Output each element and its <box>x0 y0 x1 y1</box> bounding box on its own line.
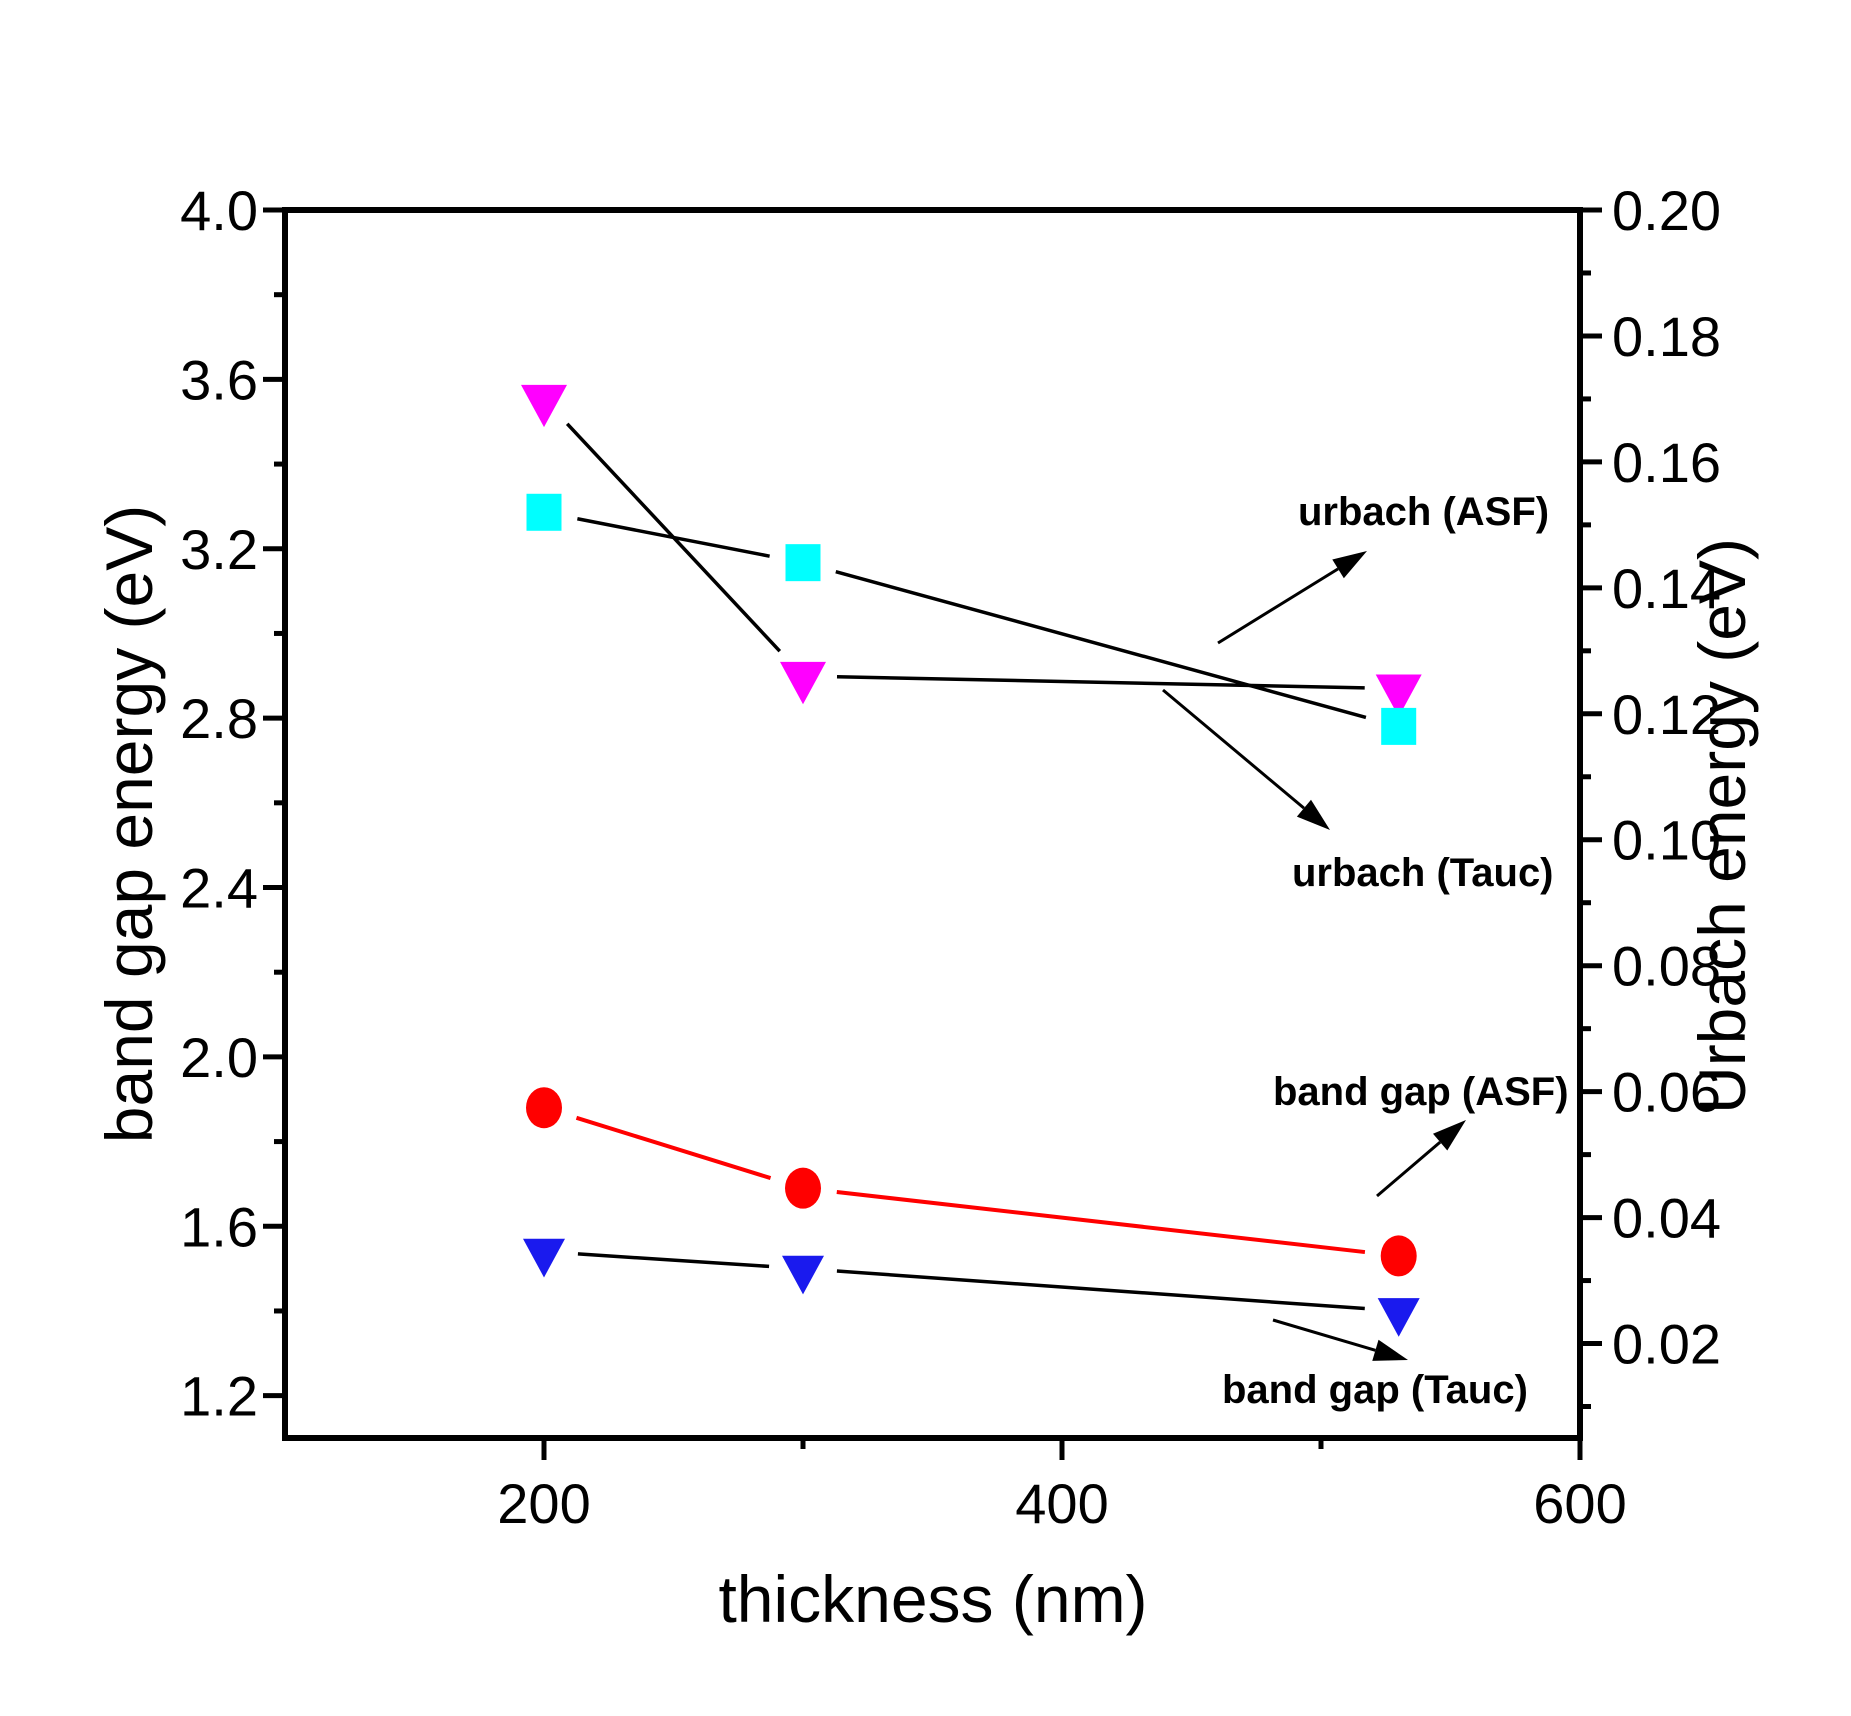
y-left-axis-title: band gap energy (eV) <box>92 505 166 1143</box>
y-left-tick-label: 2.8 <box>180 687 258 750</box>
data-point-urbach-asf <box>1381 707 1417 745</box>
x-tick-label: 400 <box>1015 1472 1108 1535</box>
series-line-urbach-tauc <box>836 674 1365 690</box>
y-left-tick-label: 3.2 <box>180 518 258 581</box>
data-point-band-gap-asf <box>1380 1235 1417 1277</box>
y-right-tick-label: 0.20 <box>1612 179 1721 242</box>
y-right-tick-label: 0.08 <box>1612 935 1721 998</box>
y-left-tick-label: 1.2 <box>180 1365 258 1428</box>
data-point-band-gap-tauc <box>1377 1298 1420 1337</box>
annotation-arrow-head-band-gap-tauc <box>1372 1339 1408 1361</box>
annotation-arrow-line-band-gap-asf <box>1376 1140 1442 1198</box>
y-left-tick-label: 3.6 <box>180 348 258 411</box>
y-right-tick-label: 0.16 <box>1612 431 1721 494</box>
data-point-urbach-tauc <box>780 661 826 705</box>
y-right-tick-label: 0.18 <box>1612 305 1721 368</box>
y-left-tick-label: 2.4 <box>180 857 258 920</box>
annotation-label-band-gap-asf: band gap (ASF) <box>1273 1070 1569 1114</box>
y-right-tick-label: 0.10 <box>1612 809 1721 872</box>
annotation-label-urbach-tauc: urbach (Tauc) <box>1292 851 1554 895</box>
y-right-tick-label: 0.04 <box>1612 1187 1721 1250</box>
series-line-band-gap-tauc <box>836 1269 1365 1311</box>
annotation-arrow-head-urbach-tauc <box>1296 799 1330 830</box>
annotation-label-urbach-asf: urbach (ASF) <box>1298 490 1549 534</box>
y-right-tick-label: 0.14 <box>1612 557 1721 620</box>
annotation-label-band-gap-tauc: band gap (Tauc) <box>1222 1368 1528 1412</box>
data-point-band-gap-asf <box>785 1167 821 1209</box>
y-right-tick-label: 0.02 <box>1612 1313 1721 1376</box>
data-point-urbach-asf <box>785 544 821 582</box>
annotation-arrow-line-urbach-tauc <box>1162 688 1305 810</box>
series-line-band-gap-asf <box>836 1190 1366 1255</box>
series-line-urbach-asf <box>835 569 1367 720</box>
x-tick-label: 200 <box>497 1472 590 1535</box>
annotation-arrow-head-urbach-asf <box>1332 551 1367 579</box>
data-point-band-gap-tauc <box>523 1238 565 1278</box>
data-point-urbach-asf <box>526 493 562 531</box>
y-left-tick-label: 1.6 <box>180 1195 258 1258</box>
y-left-tick-label: 4.0 <box>180 179 258 242</box>
annotation-arrow-line-band-gap-tauc <box>1272 1318 1376 1352</box>
annotation-arrow-head-band-gap-asf <box>1433 1120 1466 1151</box>
x-tick-label: 600 <box>1533 1472 1626 1535</box>
y-right-tick-label: 0.12 <box>1612 683 1721 746</box>
data-point-urbach-tauc <box>1375 674 1422 717</box>
annotation-arrow-line-urbach-asf <box>1217 567 1339 645</box>
x-axis-title: thickness (nm) <box>718 1562 1147 1636</box>
series-line-band-gap-tauc <box>577 1252 770 1269</box>
series-line-band-gap-asf <box>575 1115 772 1180</box>
y-right-tick-label: 0.06 <box>1612 1061 1721 1124</box>
y-left-tick-label: 2.0 <box>180 1026 258 1089</box>
plot-box <box>282 207 1583 1441</box>
data-point-band-gap-asf <box>526 1087 562 1129</box>
data-point-urbach-tauc <box>521 384 567 428</box>
series-line-urbach-asf <box>577 517 770 558</box>
y-right-axis-title: Urbach energy (eV) <box>1685 538 1759 1114</box>
data-point-band-gap-tauc <box>782 1255 824 1295</box>
